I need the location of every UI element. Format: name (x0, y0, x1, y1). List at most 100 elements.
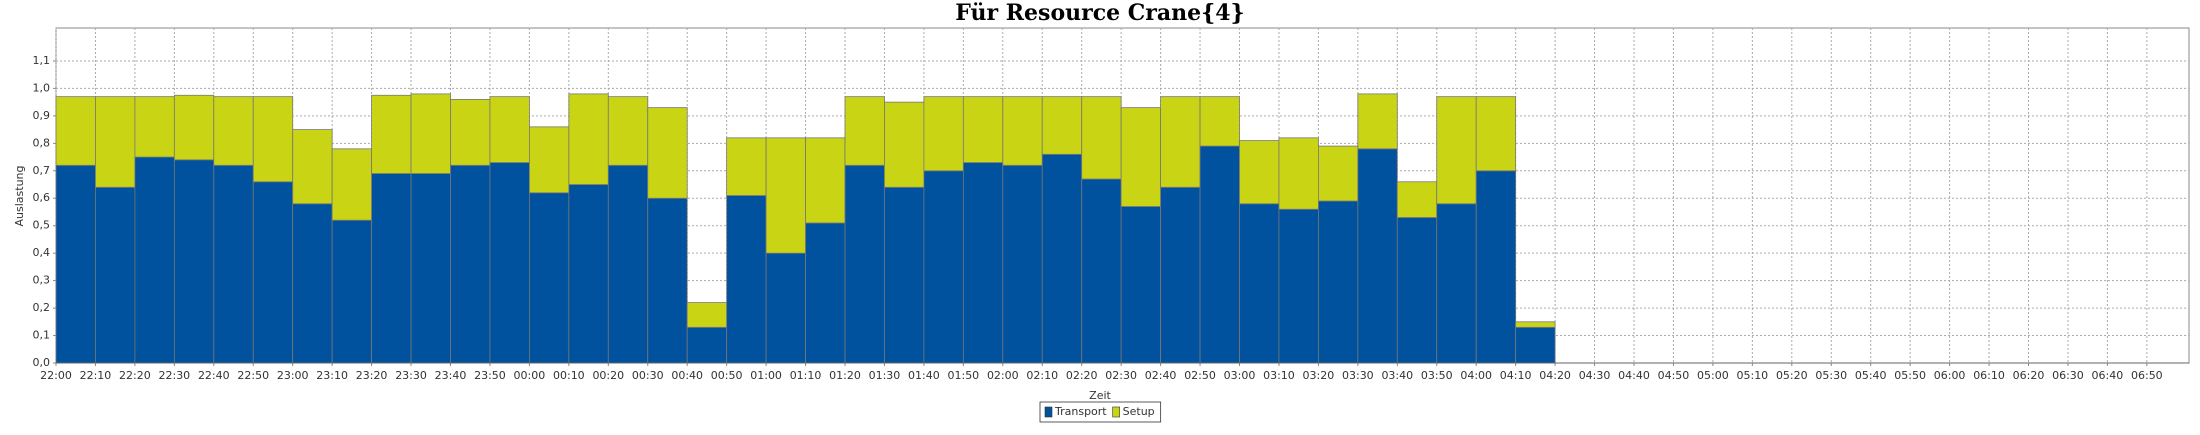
x-tick-label: 01:30 (869, 369, 901, 382)
x-tick-label: 22:10 (80, 369, 112, 382)
y-tick-label: 0,5 (33, 219, 51, 232)
x-tick-label: 06:50 (2131, 369, 2163, 382)
x-tick-label: 00:10 (553, 369, 585, 382)
bar-segment (292, 129, 333, 205)
bar-segment (1002, 164, 1043, 364)
x-tick-label: 03:20 (1303, 369, 1335, 382)
x-tick-label: 01:50 (947, 369, 979, 382)
bar-segment (331, 219, 372, 364)
bar-segment (1436, 203, 1477, 364)
x-tick-label: 04:10 (1500, 369, 1532, 382)
x-tick-label: 22:50 (237, 369, 269, 382)
bar-segment (805, 137, 846, 224)
x-tick-label: 02:10 (1026, 369, 1058, 382)
bar-segment (647, 197, 688, 364)
x-tick-label: 02:30 (1105, 369, 1137, 382)
y-axis-label: Auslastung (13, 166, 26, 227)
x-tick-label: 00:20 (592, 369, 624, 382)
bar-segment (962, 162, 1004, 364)
bar-segment (1475, 96, 1517, 172)
bar-segment (884, 101, 925, 188)
bar-segment (1515, 321, 1556, 328)
bar-segment (1515, 326, 1556, 364)
bar-segment (1278, 137, 1319, 210)
bar-segment (686, 326, 728, 364)
bar-segment (95, 186, 136, 364)
x-tick-label: 23:10 (316, 369, 348, 382)
legend-label: Transport (1054, 405, 1107, 418)
bar-segment (923, 96, 964, 172)
bar-segment (134, 156, 175, 364)
x-tick-label: 22:30 (158, 369, 190, 382)
x-tick-label: 00:30 (632, 369, 664, 382)
bar-segment (647, 107, 688, 199)
bar-segment (371, 94, 412, 174)
bar-segment (1436, 96, 1477, 205)
bar-segment (1081, 96, 1122, 180)
y-tick-label: 0,7 (33, 164, 51, 177)
bar-segment (1396, 181, 1438, 218)
bar-segment (173, 159, 215, 364)
x-tick-label: 05:30 (1815, 369, 1847, 382)
y-tick-label: 0,4 (33, 246, 51, 259)
x-tick-label: 00:00 (514, 369, 546, 382)
x-tick-label: 03:40 (1381, 369, 1413, 382)
bar-segment (1357, 148, 1398, 364)
x-tick-label: 01:10 (790, 369, 822, 382)
legend: Transport Setup (1039, 401, 1162, 423)
x-tick-label: 03:30 (1342, 369, 1374, 382)
bar-segment (962, 96, 1004, 163)
bar-segment (1199, 145, 1240, 364)
bar-segment (252, 96, 294, 183)
legend-label: Setup (1123, 405, 1155, 418)
bar-segment (805, 222, 846, 364)
x-tick-label: 04:50 (1658, 369, 1690, 382)
bar-segment (1002, 96, 1043, 166)
x-tick-label: 23:40 (435, 369, 467, 382)
x-tick-label: 04:40 (1618, 369, 1650, 382)
bar-segment (1081, 178, 1122, 364)
bar-segment (55, 164, 96, 364)
x-tick-label: 06:30 (2052, 369, 2084, 382)
x-tick-label: 00:50 (711, 369, 743, 382)
y-tick-label: 0,8 (33, 136, 51, 149)
y-tick-label: 0,6 (33, 191, 51, 204)
x-tick-label: 02:20 (1066, 369, 1098, 382)
y-tick-label: 0,2 (33, 301, 51, 314)
x-tick-label: 05:50 (1894, 369, 1926, 382)
bar-segment (95, 96, 136, 188)
bar-segment (923, 170, 964, 364)
x-tick-label: 02:50 (1184, 369, 1216, 382)
bar-segment (292, 203, 333, 364)
x-tick-label: 05:40 (1855, 369, 1887, 382)
bar-segment (134, 96, 175, 158)
bar-segment (844, 96, 885, 166)
bar-segment (55, 96, 96, 166)
bar-segment (489, 162, 530, 364)
chart-title: Für Resource Crane{4} (955, 0, 1244, 26)
bar-segment (1041, 96, 1083, 155)
bar-segment (410, 93, 451, 174)
bar-segment (1199, 96, 1240, 147)
legend-box (1039, 401, 1162, 423)
bar-segment (1041, 153, 1083, 364)
bar-segment (568, 184, 609, 364)
x-tick-label: 02:00 (987, 369, 1019, 382)
x-tick-label: 04:00 (1460, 369, 1492, 382)
x-tick-label: 01:00 (750, 369, 782, 382)
x-tick-label: 05:10 (1736, 369, 1768, 382)
bar-segment (173, 94, 215, 161)
bar-segment (884, 186, 925, 364)
bar-segment (1357, 93, 1398, 150)
bar-segment (726, 195, 767, 364)
x-tick-label: 06:10 (1973, 369, 2005, 382)
x-tick-label: 22:00 (40, 369, 72, 382)
bar-segment (568, 93, 609, 185)
bar-segment (607, 96, 649, 166)
bar-segment (371, 173, 412, 364)
x-tick-label: 00:40 (671, 369, 703, 382)
x-tick-label: 23:50 (474, 369, 506, 382)
x-tick-label: 03:10 (1263, 369, 1295, 382)
bar-segment (1318, 145, 1359, 202)
